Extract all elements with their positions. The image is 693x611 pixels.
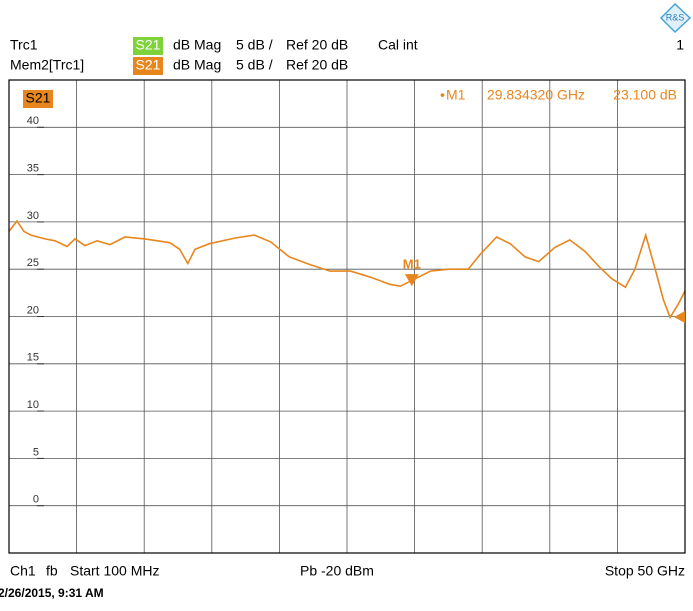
legend-box	[23, 90, 53, 108]
trace-name: Trc1	[10, 37, 38, 53]
start: Start 100 MHz	[70, 563, 159, 579]
timestamp: 2/26/2015, 9:31 AM	[0, 586, 104, 600]
format: dB Mag	[173, 57, 221, 73]
y-tick-label: 5	[33, 446, 39, 458]
marker-bullet: •	[440, 87, 445, 103]
sweep-mode: fb	[46, 563, 58, 579]
ref-indicator	[674, 311, 685, 323]
y-tick-label: 30	[27, 210, 39, 222]
logo: R&S	[659, 2, 692, 34]
y-tick-label: 35	[27, 163, 39, 175]
power: Pb -20 dBm	[300, 563, 374, 579]
marker-readout-name: M1	[446, 87, 466, 103]
legend: S21	[26, 90, 51, 106]
param: S21	[136, 57, 161, 73]
y-tick-label: 10	[27, 399, 39, 411]
param: S21	[136, 37, 161, 53]
ref: Ref 20 dB	[286, 37, 348, 53]
marker-name: M1	[403, 257, 421, 272]
y-tick-label: 0	[33, 494, 39, 506]
y-tick-label: 40	[27, 115, 39, 127]
channel: Ch1	[10, 563, 36, 579]
cal: Cal int	[378, 37, 418, 53]
y-tick-label: 15	[27, 352, 39, 364]
param-box	[133, 37, 163, 55]
channel-no: 1	[676, 37, 684, 53]
marker-readout-x: 29.834320 GHz	[487, 87, 585, 103]
param-box	[133, 57, 163, 75]
trace-name: Mem2[Trc1]	[10, 57, 84, 73]
format: dB Mag	[173, 37, 221, 53]
marker	[404, 274, 419, 287]
y-tick-label: 25	[27, 257, 39, 269]
marker-readout-y: 23.100 dB	[613, 87, 677, 103]
scale: 5 dB /	[236, 37, 273, 53]
svg-text:R&S: R&S	[666, 12, 685, 22]
y-tick-label: 20	[27, 304, 39, 316]
scale: 5 dB /	[236, 57, 273, 73]
trace	[8, 219, 686, 320]
ref: Ref 20 dB	[286, 57, 348, 73]
stop: Stop 50 GHz	[605, 563, 685, 579]
